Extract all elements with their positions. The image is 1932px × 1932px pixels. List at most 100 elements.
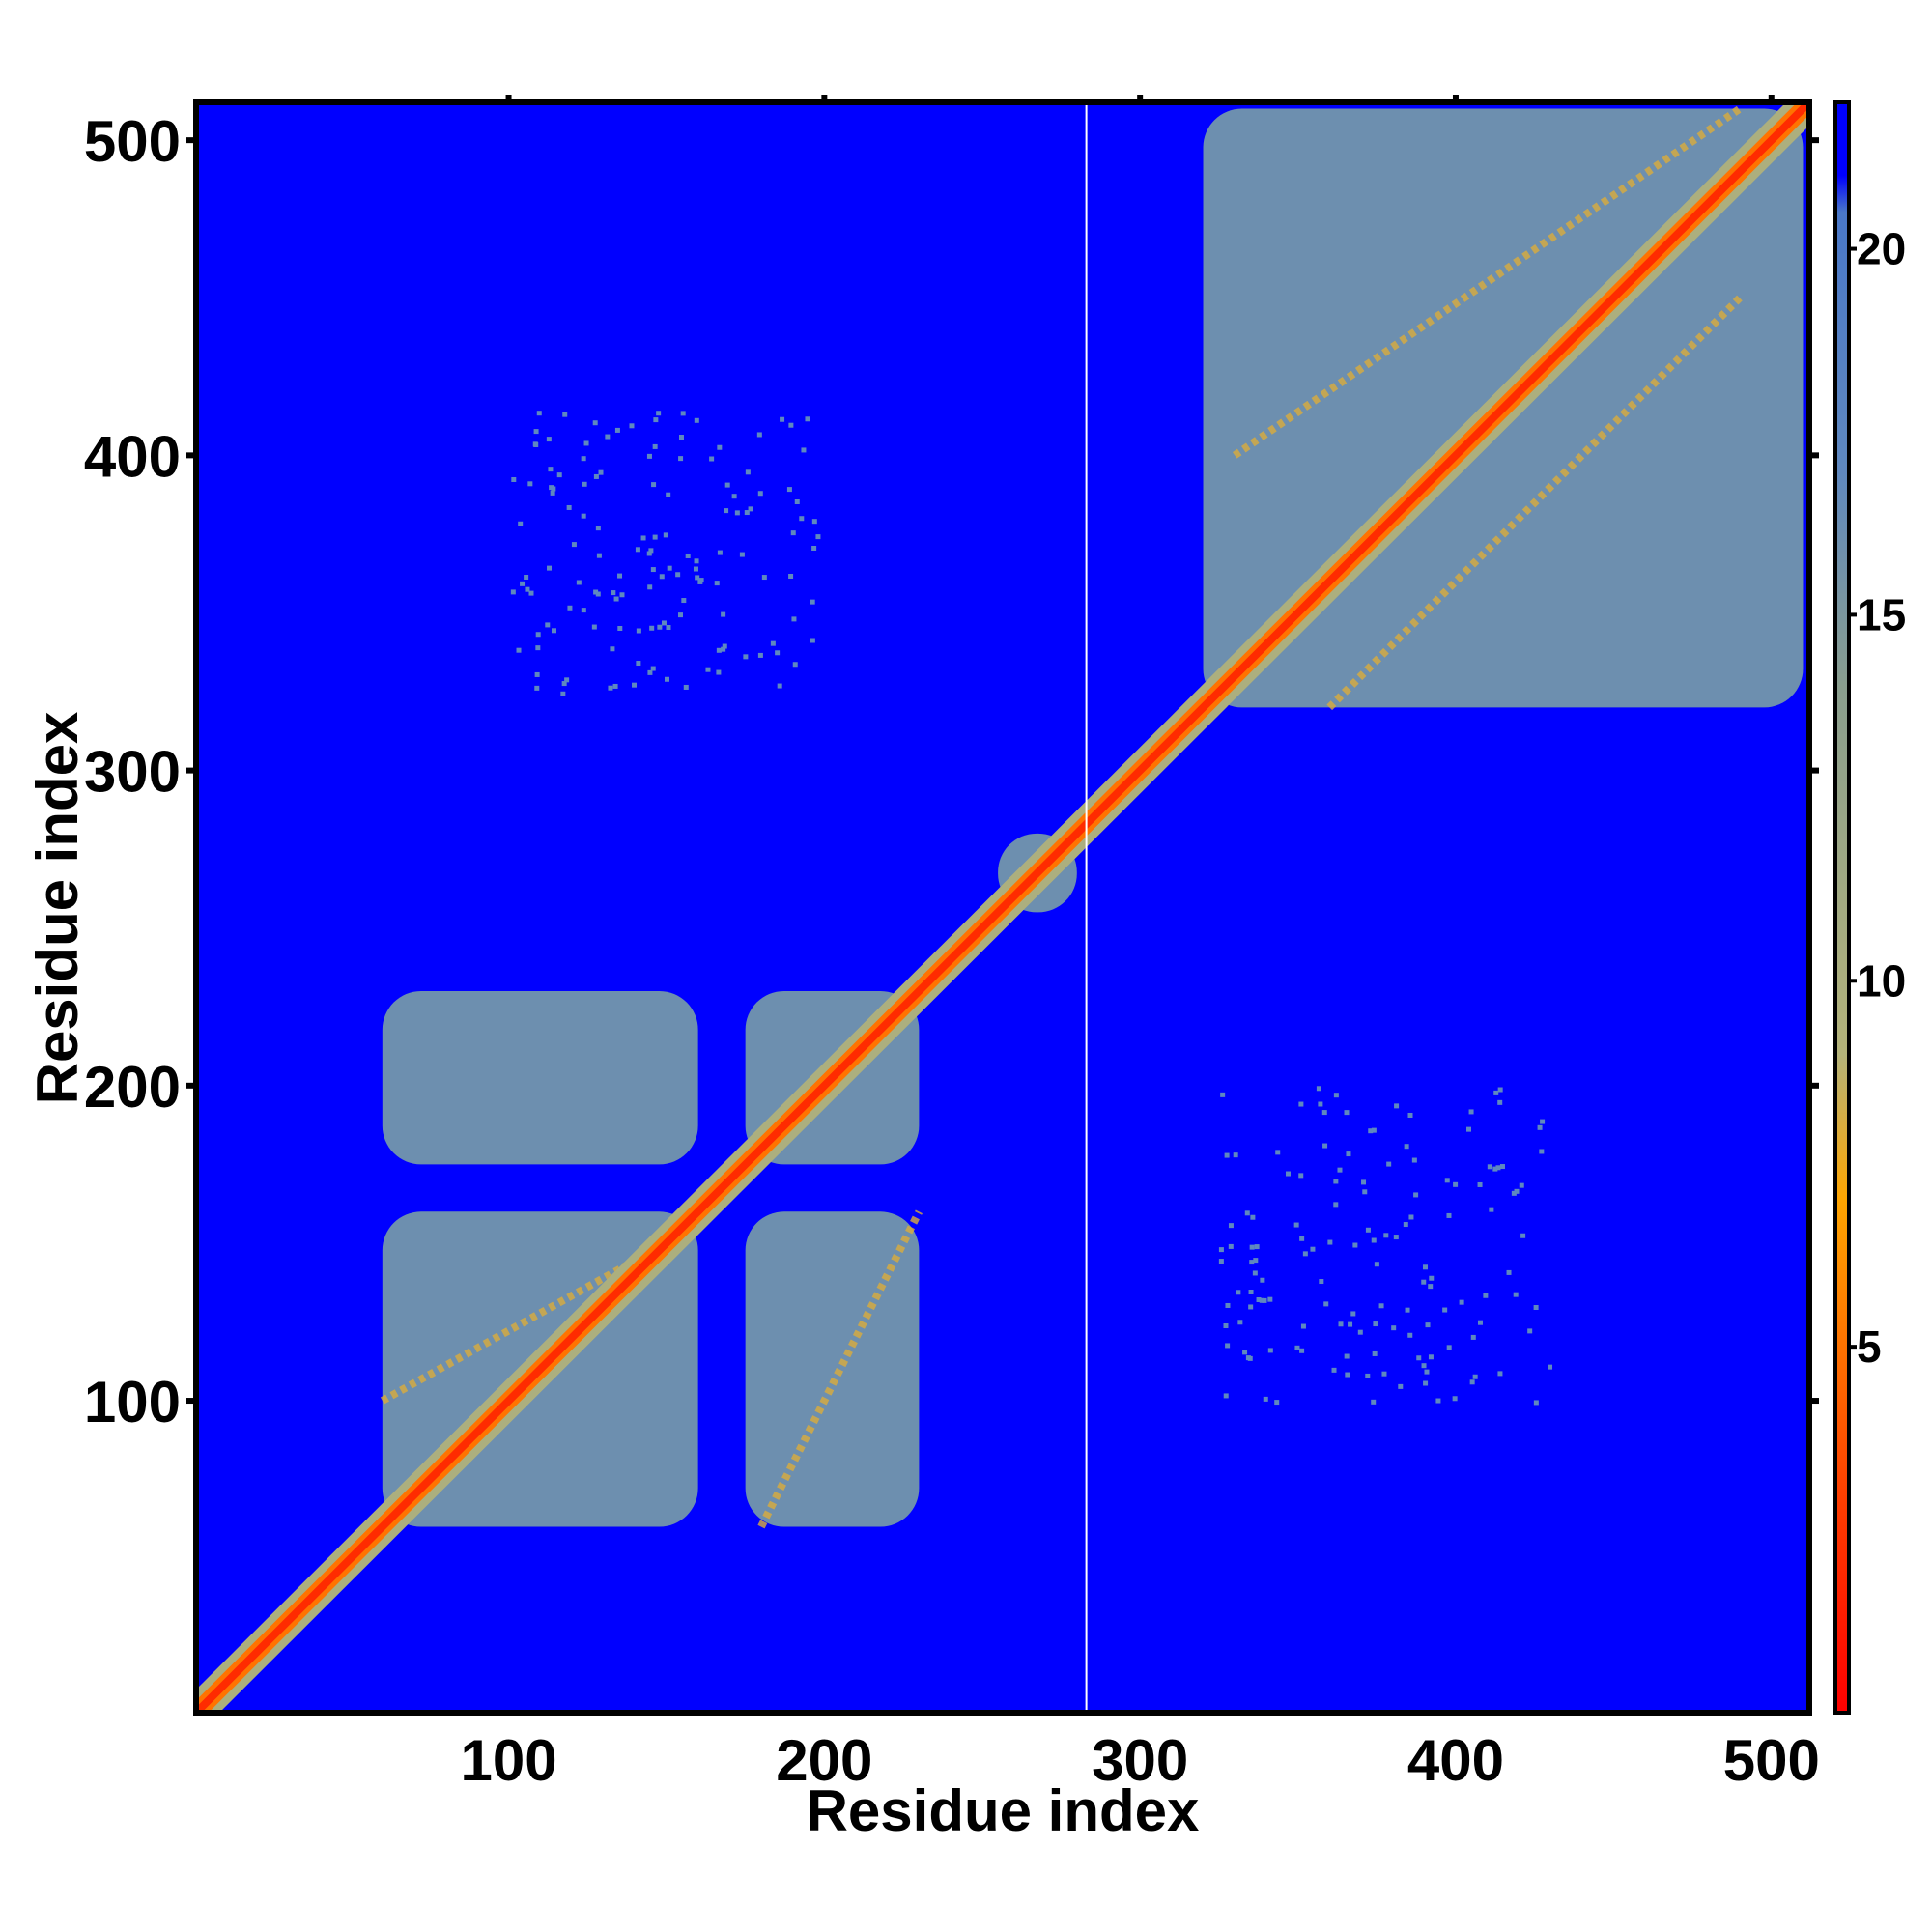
sparse-contact-cell (1539, 1149, 1545, 1154)
sparse-contact-cell (535, 632, 541, 638)
x-tick-label: 100 (460, 1728, 556, 1793)
sparse-contact-cell (1493, 1090, 1499, 1095)
sparse-contact-cell (661, 620, 667, 626)
colorbar-tick-label: 10 (1857, 955, 1906, 1006)
sparse-contact-cell (1452, 1396, 1458, 1402)
sparse-contact-cell (652, 534, 658, 540)
sparse-contact-cell (1293, 1222, 1299, 1228)
x-axis: 100 200 300 400 500 (460, 95, 1820, 1793)
sparse-contact-cell (1252, 1270, 1258, 1276)
sparse-contact-cell (1233, 1152, 1238, 1158)
sparse-contact-cell (717, 550, 723, 555)
sparse-contact-cell (1300, 1323, 1306, 1329)
sparse-contact-cell (1416, 1355, 1422, 1361)
sparse-contact-cell (520, 581, 526, 586)
sparse-contact-cell (1244, 1210, 1250, 1216)
sparse-contact-cell (791, 616, 797, 622)
sparse-contact-cell (1391, 1325, 1397, 1331)
sparse-contact-cell (1533, 1305, 1539, 1311)
sparse-contact-cell (745, 469, 751, 475)
sparse-contact-cell (1446, 1345, 1452, 1350)
sparse-contact-cell (525, 586, 530, 592)
sparse-contact-cell (510, 589, 516, 595)
sparse-contact-cell (714, 581, 720, 586)
contact-band (1326, 295, 1743, 711)
sparse-contact-cell (1470, 1334, 1476, 1340)
sparse-contact-cell (695, 575, 700, 581)
sparse-contact-cell (1310, 1246, 1316, 1252)
sparse-contact-cell (1497, 1087, 1503, 1093)
sparse-contact-cell (545, 622, 551, 628)
sparse-contact-cell (591, 624, 597, 630)
plot-frame (193, 99, 1812, 1716)
sparse-contact-cell (1469, 1379, 1475, 1385)
sparse-contact-cell (743, 654, 749, 660)
sparse-contact-cell (593, 589, 599, 595)
sparse-contact-cell (748, 506, 753, 512)
sparse-contact-cell (583, 440, 589, 446)
sparse-contact-cell (629, 423, 635, 429)
sparse-contact-cell (1368, 1128, 1374, 1134)
sparse-contact-cell (1537, 1124, 1543, 1130)
sparse-contact-cell (678, 456, 684, 462)
sparse-contact-cell (680, 411, 686, 416)
sparse-contact-cell (724, 508, 729, 514)
sparse-contact-cell (1371, 1399, 1377, 1405)
sparse-contact-cell (786, 487, 792, 493)
sparse-contact-cell (653, 417, 659, 423)
sparse-contact-cell (636, 628, 641, 634)
sparse-contact-cell (1372, 1350, 1378, 1356)
sparse-contact-cell (547, 565, 553, 571)
sparse-contact-cell (1487, 1164, 1492, 1170)
sparse-contact-cell (1299, 1348, 1305, 1353)
contact-region (745, 1211, 920, 1527)
sparse-contact-cell (648, 548, 654, 554)
sparse-contact-cell (1514, 1188, 1520, 1194)
sparse-contact-cell (1218, 1247, 1224, 1253)
sparse-contact-cell (608, 685, 613, 691)
sparse-contact-cell (1548, 1364, 1553, 1370)
y-tick-label: 400 (84, 424, 181, 489)
sparse-contact-cell (1262, 1297, 1267, 1303)
y-axis-title: Residue index (25, 712, 90, 1105)
sparse-contact-cell (1318, 1101, 1323, 1107)
sparse-contact-cell (581, 513, 586, 519)
sparse-contact-cell (1404, 1144, 1409, 1150)
sparse-contact-cell (562, 412, 568, 417)
sparse-contact-cell (1383, 1233, 1389, 1238)
heatmap-plot-area (196, 102, 1809, 1713)
sparse-contact-cell (1249, 1260, 1255, 1265)
sparse-contact-cell (1407, 1332, 1413, 1338)
sparse-contact-cell (1421, 1279, 1427, 1285)
sparse-contact-cell (1483, 1293, 1489, 1298)
sparse-contact-cell (1294, 1345, 1300, 1350)
sparse-contact-cell (739, 552, 745, 557)
sparse-contact-cell (716, 669, 722, 675)
sparse-contact-cell (1345, 1372, 1350, 1378)
sparse-contact-cell (1411, 1157, 1417, 1163)
sparse-contact-cell (681, 598, 687, 604)
sparse-contact-cell (1245, 1355, 1251, 1361)
sparse-contact-cell (810, 599, 815, 605)
sparse-contact-cell (717, 444, 723, 450)
sparse-contact-cell (1428, 1354, 1434, 1360)
sparse-contact-cell (1477, 1320, 1483, 1325)
sparse-contact-cell (694, 558, 699, 564)
sparse-contact-cell (1344, 1353, 1350, 1359)
sparse-contact-cell (1319, 1279, 1324, 1285)
sparse-contact-cell (1298, 1173, 1304, 1179)
y-tick-label: 100 (84, 1370, 181, 1435)
sparse-contact-cell (1497, 1099, 1503, 1105)
sparse-contact-cell (1477, 1181, 1483, 1187)
sparse-contact-cell (646, 453, 652, 459)
sparse-contact-cell (1468, 1109, 1474, 1115)
sparse-contact-cell (516, 647, 522, 653)
sparse-contact-cell (1373, 1321, 1378, 1327)
sparse-contact-cell (1263, 1396, 1268, 1402)
sparse-contact-cell (1362, 1189, 1368, 1195)
sparse-contact-cell (518, 521, 524, 526)
sparse-contact-cell (656, 411, 662, 416)
contact-region (382, 990, 698, 1165)
sparse-contact-cell (1405, 1307, 1410, 1313)
sparse-contact-cell (595, 526, 601, 531)
